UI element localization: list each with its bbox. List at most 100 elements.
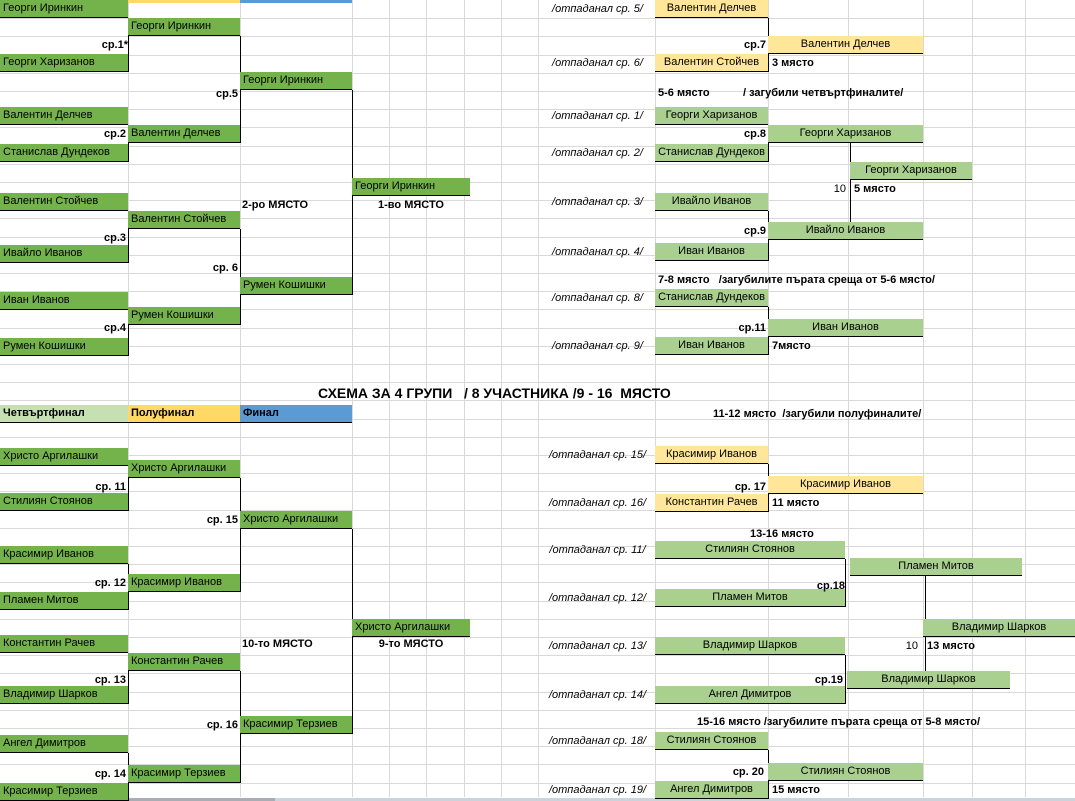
note-eliminated[interactable]: /отпаданал ср. 5/ bbox=[552, 3, 643, 15]
match-number-label[interactable]: ср. 11 bbox=[95, 481, 126, 493]
match-number-label[interactable]: ср.4 bbox=[103, 322, 126, 334]
player-box-upper-qf[interactable]: Станислав Дундеков bbox=[0, 144, 128, 162]
match-number-label[interactable]: ср. 6 bbox=[212, 262, 238, 274]
player-box-place5[interactable]: Георги Харизанов bbox=[850, 162, 972, 180]
player-box-place1112[interactable]: Красимир Иванов bbox=[655, 446, 768, 464]
note-eliminated[interactable]: /отпаданал ср. 15/ bbox=[548, 449, 647, 461]
player-box-place56[interactable]: Ивайло Иванов bbox=[655, 193, 768, 211]
match-number-label[interactable]: ср.8 bbox=[743, 128, 766, 140]
player-box-place1112[interactable]: Константин Рачев bbox=[655, 494, 768, 512]
player-box-place56[interactable]: Георги Харизанов bbox=[655, 107, 768, 125]
note-eliminated[interactable]: /отпаданал ср. 13/ bbox=[548, 640, 647, 652]
player-box-upper-sf[interactable]: Румен Кошишки bbox=[128, 307, 240, 325]
player-box-lower-qf[interactable]: Христо Аргилашки bbox=[0, 448, 128, 466]
player-box-upper-sf[interactable]: Валентин Делчев bbox=[128, 125, 240, 143]
note-eliminated[interactable]: /отпаданал ср. 14/ bbox=[548, 689, 647, 701]
match-number-label[interactable]: ср. 14 bbox=[94, 768, 126, 780]
place-label[interactable]: 15 място bbox=[772, 784, 820, 796]
player-box-lower-qf[interactable]: Владимир Шарков bbox=[0, 686, 128, 704]
final-place-label[interactable]: 2-ро МЯСТО bbox=[242, 199, 309, 211]
player-box-place11[interactable]: Красимир Иванов bbox=[768, 476, 923, 494]
final-place-label[interactable]: 9-то МЯСТО bbox=[378, 638, 444, 650]
note-eliminated[interactable]: /отпаданал ср. 8/ bbox=[552, 292, 643, 304]
place-label[interactable]: 13 място bbox=[927, 640, 975, 652]
player-box-place1516[interactable]: Ангел Димитров bbox=[655, 781, 768, 799]
player-box-upper-sf[interactable]: Георги Иринкин bbox=[128, 18, 240, 36]
place-label[interactable]: 11 място bbox=[772, 497, 820, 509]
player-box-place1316[interactable]: Пламен Митов bbox=[655, 589, 845, 607]
player-box-lower-qf[interactable]: Красимир Терзиев bbox=[0, 783, 128, 801]
player-box-place56[interactable]: Станислав Дундеков bbox=[655, 144, 768, 162]
note-eliminated[interactable]: /отпаданал ср. 12/ bbox=[548, 592, 647, 604]
place-label[interactable]: 3 място bbox=[772, 57, 814, 69]
final-place-label[interactable]: 1-во МЯСТО bbox=[378, 199, 444, 211]
player-box-place56[interactable]: Иван Иванов bbox=[655, 243, 768, 261]
match-number-label[interactable]: ср. 20 bbox=[732, 766, 764, 778]
player-box-lower-qf[interactable]: Пламен Митов bbox=[0, 592, 128, 610]
match-number-label[interactable]: ср.5 bbox=[215, 88, 238, 100]
legend-semifinal[interactable]: Полуфинал bbox=[128, 405, 240, 423]
player-box-place3[interactable]: Валентин Стойчев bbox=[655, 54, 768, 72]
match-number-label[interactable]: ср.19 bbox=[814, 674, 843, 686]
match-number-label[interactable]: 10 bbox=[833, 183, 846, 195]
match-number-label[interactable]: ср.18 bbox=[816, 580, 845, 592]
note-eliminated[interactable]: /отпаданал ср. 2/ bbox=[552, 147, 643, 159]
match-number-label[interactable]: ср. 13 bbox=[94, 674, 126, 686]
player-box-lower-qf[interactable]: Стилиян Стоянов bbox=[0, 493, 128, 511]
player-box-upper-qf[interactable]: Ивайло Иванов bbox=[0, 245, 128, 263]
player-box-upper-sf[interactable]: Валентин Стойчев bbox=[128, 211, 240, 229]
match-number-label[interactable]: ср. 17 bbox=[734, 481, 766, 493]
player-box-upper-final[interactable]: Георги Иринкин bbox=[240, 72, 352, 90]
player-box-lower-qf[interactable]: Красимир Иванов bbox=[0, 546, 128, 564]
round-heading[interactable]: 5-6 място bbox=[658, 87, 710, 99]
round-heading[interactable]: 15-16 място /загубилите пърата среща от … bbox=[697, 716, 981, 728]
player-box-upper-final[interactable]: Румен Кошишки bbox=[240, 277, 352, 295]
match-number-label[interactable]: ср.2 bbox=[103, 128, 126, 140]
sheet-title[interactable]: СХЕМА ЗА 4 ГРУПИ / 8 УЧАСТНИКА /9 - 16 М… bbox=[318, 385, 671, 401]
player-box-upper-qf[interactable]: Валентин Стойчев bbox=[0, 193, 128, 211]
match-number-label[interactable]: ср.7 bbox=[743, 39, 766, 51]
player-box-lower-sf[interactable]: Константин Рачев bbox=[128, 653, 240, 671]
place-label[interactable]: 5 място bbox=[854, 183, 896, 195]
match-number-label[interactable]: 10 bbox=[905, 640, 918, 652]
player-box-upper-qf[interactable]: Валентин Делчев bbox=[0, 107, 128, 125]
note-eliminated[interactable]: /отпаданал ср. 4/ bbox=[552, 246, 643, 258]
place-label[interactable]: 7място bbox=[772, 340, 811, 352]
player-box-upper-qf[interactable]: Георги Иринкин bbox=[0, 0, 128, 18]
note-eliminated[interactable]: /отпаданал ср. 19/ bbox=[548, 784, 647, 796]
legend-quarterfinal[interactable]: Четвъртфинал bbox=[0, 405, 128, 423]
player-box-place78[interactable]: Иван Иванов bbox=[655, 337, 768, 355]
match-number-label[interactable]: ср.9 bbox=[743, 225, 766, 237]
player-box-upper-qf[interactable]: Румен Кошишки bbox=[0, 338, 128, 356]
note-eliminated[interactable]: /отпаданал ср. 11/ bbox=[549, 544, 646, 556]
player-box-lower-final[interactable]: Христо Аргилашки bbox=[240, 511, 352, 529]
player-box-upper-qf[interactable]: Георги Харизанов bbox=[0, 54, 128, 72]
note-eliminated[interactable]: /отпаданал ср. 6/ bbox=[552, 57, 643, 69]
note-eliminated[interactable]: /отпаданал ср. 16/ bbox=[548, 497, 647, 509]
player-box-lower-final[interactable]: Красимир Терзиев bbox=[240, 716, 352, 734]
player-box-place15[interactable]: Стилиян Стоянов bbox=[768, 763, 923, 781]
note-eliminated[interactable]: /отпаданал ср. 1/ bbox=[552, 110, 643, 122]
note-eliminated[interactable]: /отпаданал ср. 9/ bbox=[552, 340, 643, 352]
player-box-place1316[interactable]: Стилиян Стоянов bbox=[655, 541, 845, 559]
player-box-place13[interactable]: Владимир Шарков bbox=[923, 619, 1075, 637]
legend-final[interactable]: Финал bbox=[240, 405, 352, 423]
player-box-lower-sf[interactable]: Христо Аргилашки bbox=[128, 460, 240, 478]
match-number-label[interactable]: ср. 15 bbox=[206, 514, 238, 526]
player-box-upper-winner[interactable]: Георги Иринкин bbox=[352, 178, 470, 196]
player-box-lower-sf[interactable]: Красимир Иванов bbox=[128, 574, 240, 592]
player-box-place56-winner[interactable]: Георги Харизанов bbox=[768, 125, 923, 143]
match-number-label[interactable]: ср. 16 bbox=[206, 719, 238, 731]
player-box-place3[interactable]: Валентин Делчев bbox=[655, 0, 768, 18]
player-box-place1316[interactable]: Владимир Шарков bbox=[655, 637, 845, 655]
round-heading[interactable]: 13-16 място bbox=[750, 528, 814, 540]
player-box-place56-winner[interactable]: Ивайло Иванов bbox=[768, 222, 923, 240]
round-heading[interactable]: 11-12 място /загубили полуфиналите/ bbox=[713, 408, 922, 420]
final-place-label[interactable]: 10-то МЯСТО bbox=[242, 638, 313, 650]
round-heading[interactable]: / загубили четвъртфиналите/ bbox=[743, 87, 904, 99]
match-number-label[interactable]: ср.3 bbox=[103, 232, 126, 244]
note-eliminated[interactable]: /отпаданал ср. 18/ bbox=[548, 735, 647, 747]
match-number-label[interactable]: ср.1* bbox=[101, 39, 128, 51]
round-heading[interactable]: 7-8 място /загубилите пърата среща от 5-… bbox=[658, 274, 935, 286]
player-box-place7[interactable]: Иван Иванов bbox=[768, 319, 923, 337]
